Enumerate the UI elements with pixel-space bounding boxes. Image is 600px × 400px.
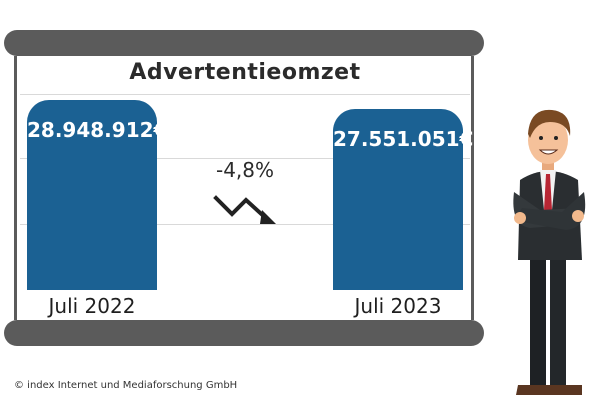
bar-juli-2022 [27, 100, 157, 290]
change-label: -4,8% [215, 158, 275, 182]
board-top-rail [4, 30, 484, 56]
board-bottom-rail [4, 320, 484, 346]
category-label: Juli 2022 [48, 294, 136, 318]
bar-value-label: 27.551.051€ [333, 127, 474, 151]
grid-line [20, 224, 470, 225]
source-credit: © index Internet und Mediaforschung GmbH [14, 380, 238, 391]
downward-trend-arrow-icon [213, 195, 276, 224]
bar-value-label: 28.948.912€ [27, 118, 168, 142]
chart-title: Advertentieomzet [129, 60, 361, 85]
grid-line [20, 158, 470, 159]
grid-line [20, 94, 470, 95]
category-label: Juli 2023 [354, 294, 442, 318]
businessman-illustration-icon [513, 109, 586, 395]
bar-juli-2023 [333, 109, 463, 290]
